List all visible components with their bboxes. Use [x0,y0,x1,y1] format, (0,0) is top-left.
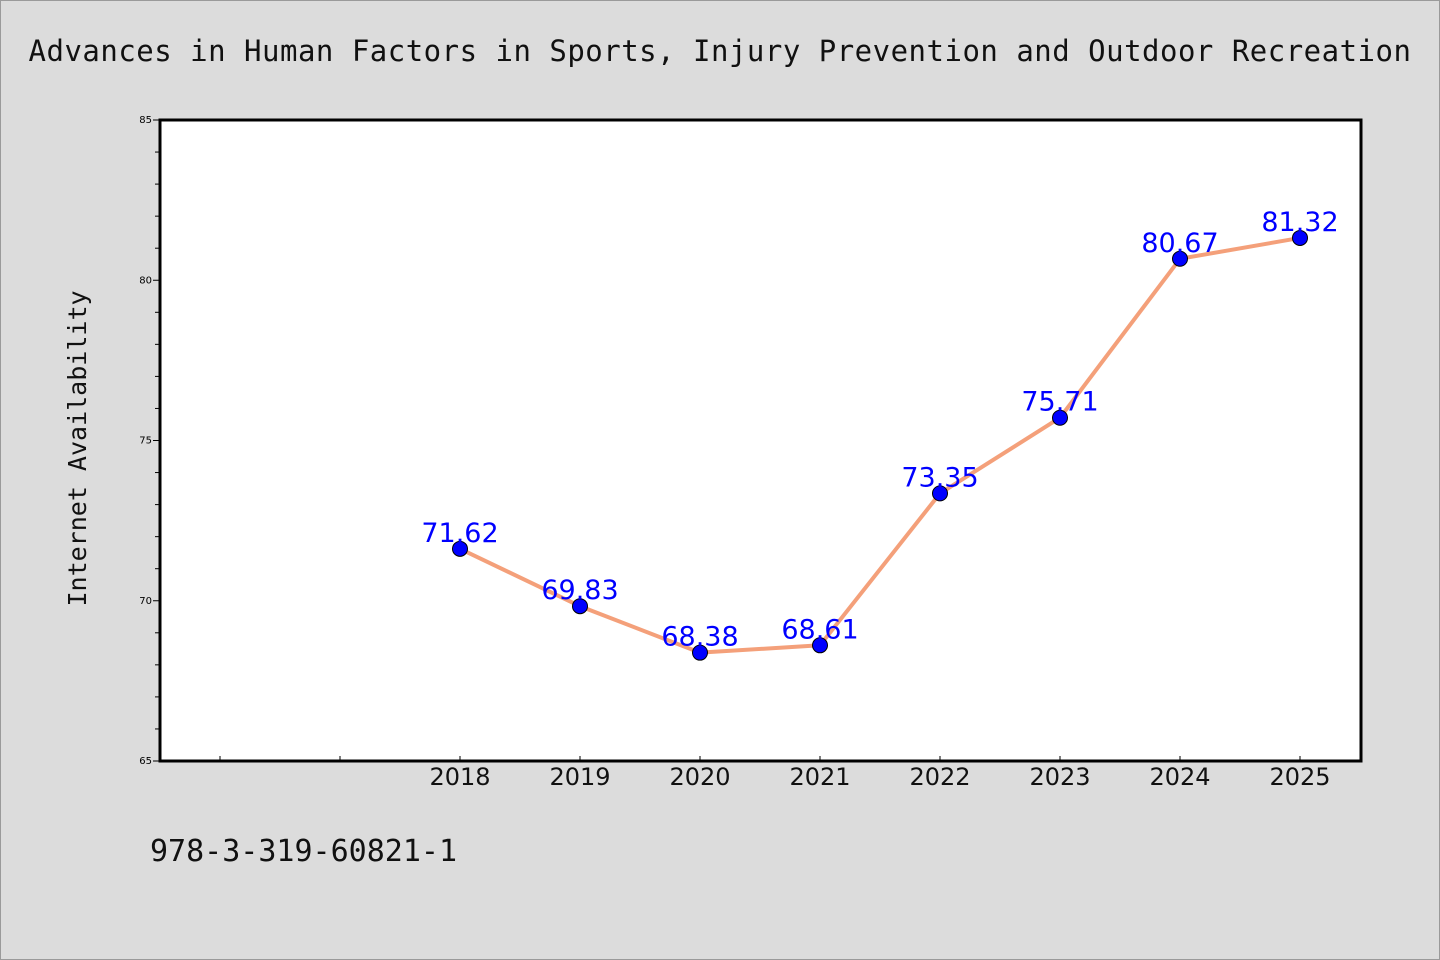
data-label: 75.71 [1021,387,1098,418]
series-line [459,235,1301,655]
data-label: 81.32 [1261,207,1338,238]
data-point [812,637,828,654]
y-tick-label: 65 [139,756,152,767]
data-point [452,540,468,557]
data-label: 68.61 [781,614,858,645]
footer-code: 978-3-319-60821-1 [150,834,458,869]
data-point [1052,409,1068,426]
x-tick-label: 2018 [429,763,490,791]
y-tick-label: 75 [139,436,152,447]
plot-area [158,118,1363,763]
data-point [1292,229,1308,246]
x-tick-label: 2020 [669,763,730,791]
x-tick-label: 2021 [789,763,850,791]
y-tick-label: 70 [139,596,152,607]
x-tick-label: 2023 [1029,763,1090,791]
data-point [572,598,588,615]
data-label: 71.62 [421,518,498,549]
series-group: 71.62 69.83 68.38 68.61 73.35 75.71 80.67 81.32 [421,207,1339,661]
y-tick-label: 80 [139,275,152,286]
chart-title: Advances in Human Factors in Sports, Inj… [28,34,1412,68]
data-label: 80.67 [1141,228,1218,259]
data-label: 68.38 [661,622,738,653]
x-tick-label: 2022 [909,763,970,791]
x-axis: 2018 2019 2020 2021 2022 2023 2024 2025 [219,756,1331,791]
y-axis: 65 70 75 80 85 [139,115,160,767]
data-label: 73.35 [901,462,978,493]
data-point [1172,250,1188,267]
data-point [932,485,948,502]
y-tick-label: 85 [139,115,152,126]
x-tick-label: 2024 [1149,763,1210,791]
data-point [692,644,708,661]
x-tick-label: 2019 [549,763,610,791]
y-axis-label: Internet Availability [63,290,92,606]
x-tick-label: 2025 [1269,763,1330,791]
data-label: 69.83 [541,575,618,606]
